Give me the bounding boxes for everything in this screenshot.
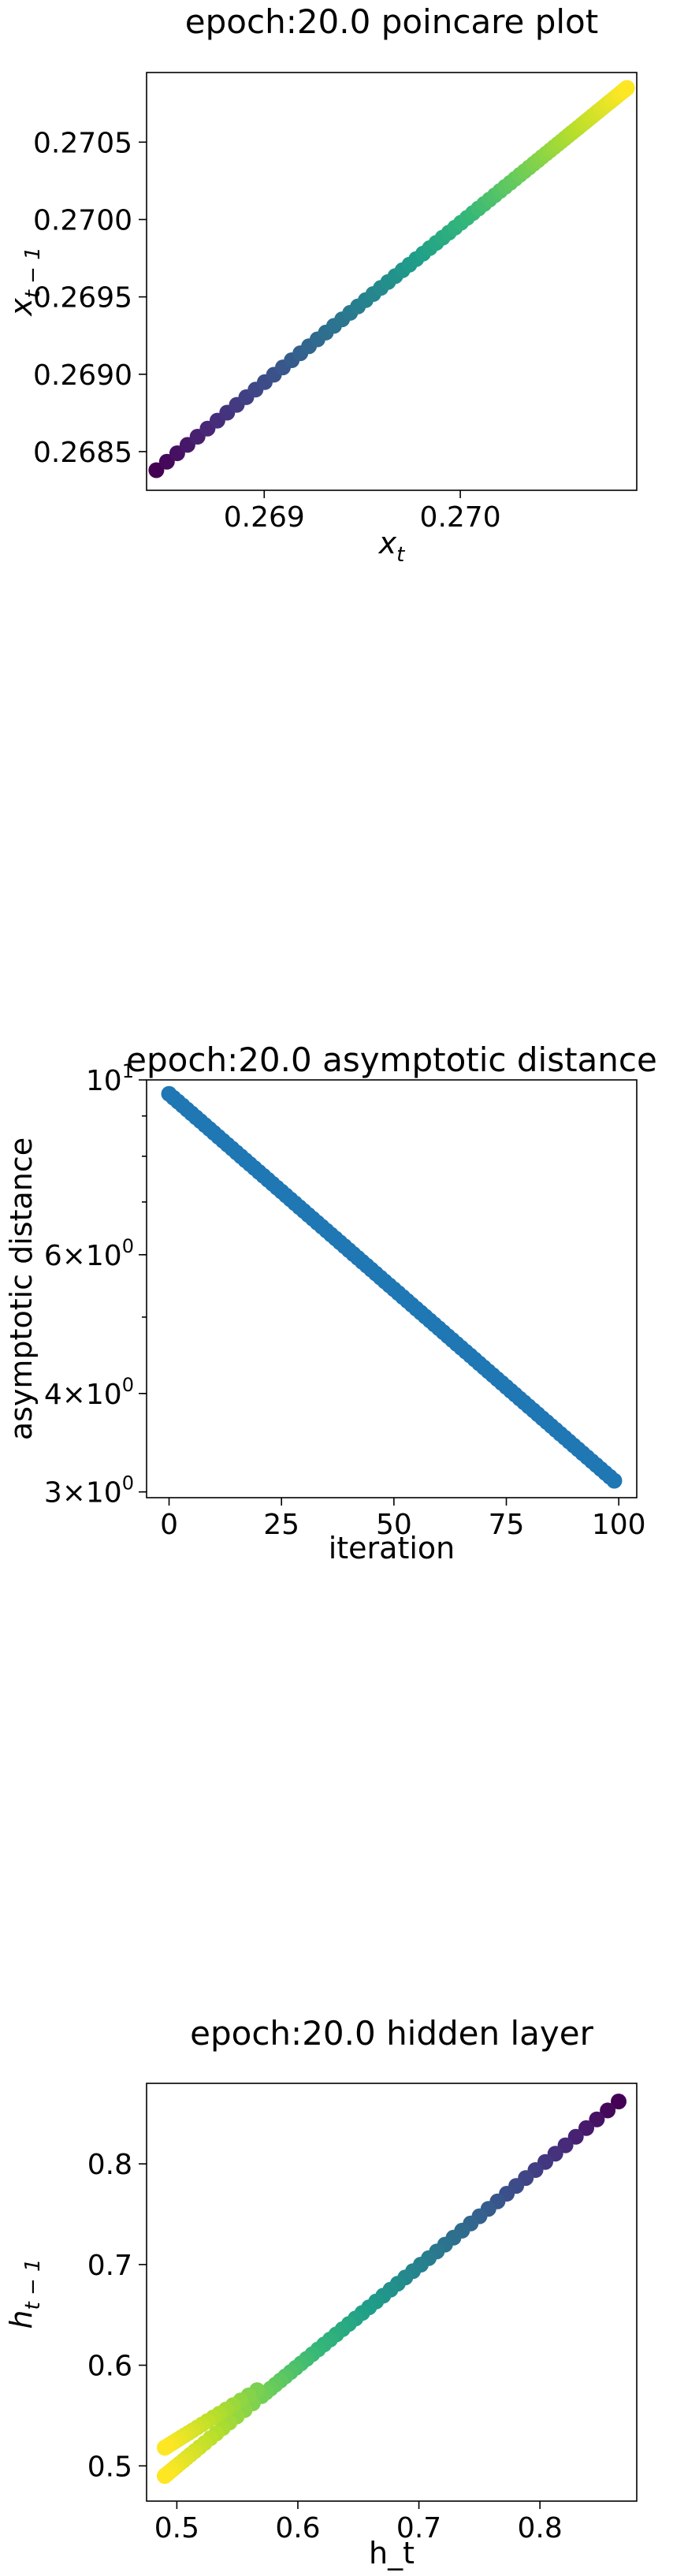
x-tick-label: 25 <box>263 1509 299 1541</box>
data-point <box>578 2120 594 2136</box>
x-tick-label: 0.270 <box>420 501 501 534</box>
chart-title: epoch:20.0 asymptotic distance <box>126 1040 657 1079</box>
y-tick-label: 0.6 <box>87 2351 132 2383</box>
y-tick-label: 0.2700 <box>33 204 132 236</box>
y-ticks: 0.5 0.6 0.7 0.8 <box>87 2149 147 2483</box>
x-tick-label: 0 <box>160 1509 178 1541</box>
data-point <box>619 80 635 96</box>
x-ticks: 0.5 0.6 0.7 0.8 <box>154 2501 563 2544</box>
y-tick-label: 6×100 <box>44 1235 134 1272</box>
x-tick-label: 0.5 <box>154 2512 199 2544</box>
y-tick-label: 101 <box>86 1060 134 1097</box>
y-tick-label: 4×100 <box>44 1374 134 1411</box>
x-axis-label: xt <box>378 526 406 567</box>
chart-title: epoch:20.0 poincare plot <box>185 2 598 41</box>
data-points <box>148 80 635 478</box>
y-axis-label: asymptotic distance <box>4 1137 39 1440</box>
y-tick-label: 0.2695 <box>33 282 132 315</box>
y-tick-label: 0.2690 <box>33 359 132 392</box>
x-tick-label: 0.7 <box>396 2512 441 2544</box>
x-tick-label: 0.269 <box>224 501 305 534</box>
plot-frame <box>146 1079 638 1498</box>
data-points <box>161 1085 623 1489</box>
hidden-layer-chart: epoch:20.0 hidden layer 0.5 0.6 0.7 0.8 0.5… <box>4 2014 638 2570</box>
y-ticks: 101 6×100 4×100 3×100 <box>44 1060 147 1509</box>
x-tick-label: 100 <box>592 1509 646 1541</box>
x-axis-label: h_t <box>369 2536 415 2570</box>
data-point <box>157 2440 173 2456</box>
data-point <box>606 1472 623 1489</box>
y-tick-label: 0.8 <box>87 2149 132 2181</box>
data-point <box>148 462 165 478</box>
data-point <box>600 2102 616 2119</box>
x-ticks: 0 25 50 75 100 <box>160 1498 646 1541</box>
x-tick-label: 0.8 <box>518 2512 563 2544</box>
plot-frame <box>146 72 638 491</box>
x-axis-label: iteration <box>329 1531 455 1565</box>
asymptotic-distance-chart: epoch:20.0 asymptotic distance 0 25 50 75 10… <box>4 1040 657 1565</box>
y-tick-label: 0.7 <box>87 2250 132 2282</box>
data-point <box>611 2094 627 2109</box>
y-tick-label: 3×100 <box>44 1472 134 1509</box>
y-tick-label: 0.5 <box>87 2451 132 2483</box>
x-ticks: 0.269 0.270 <box>224 490 501 534</box>
x-tick-label: 75 <box>489 1509 525 1541</box>
y-tick-label: 0.2685 <box>33 437 132 469</box>
data-points <box>157 2094 627 2485</box>
y-tick-label: 0.2705 <box>33 127 132 159</box>
y-axis-label: ht − 1 <box>4 2258 45 2328</box>
x-tick-label: 50 <box>376 1509 412 1541</box>
x-tick-label: 0.6 <box>275 2512 320 2544</box>
chart-title: epoch:20.0 hidden layer <box>190 2014 593 2053</box>
plot-frame <box>146 2083 638 2502</box>
data-point <box>589 2111 605 2127</box>
data-point <box>157 2468 173 2485</box>
poincare-plot-chart: epoch:20.0 poincare plot 0.269 0.270 0.26… <box>4 2 638 567</box>
y-ticks: 0.2685 0.2690 0.2695 0.2700 0.2705 <box>33 127 147 469</box>
